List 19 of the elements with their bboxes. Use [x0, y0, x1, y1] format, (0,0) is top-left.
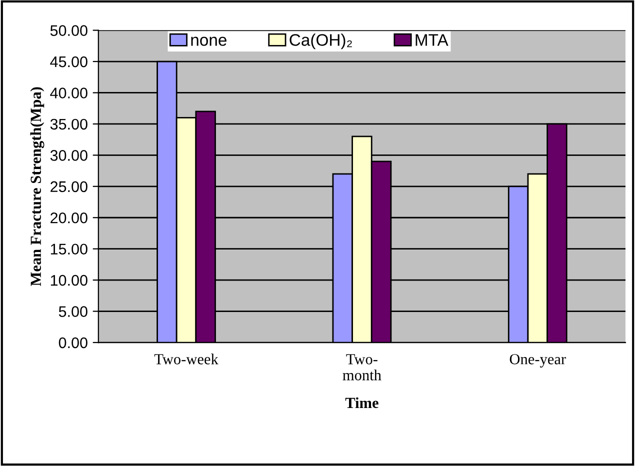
x-tick-label: One-year [510, 354, 566, 368]
y-tick-label: 25.00 [50, 181, 88, 192]
y-tick-label: 0.00 [58, 337, 88, 348]
y-tick-label: 30.00 [50, 150, 88, 161]
x-tick-label: Two- month [342, 354, 382, 380]
legend-label: none [191, 36, 226, 46]
y-tick-label: 45.00 [50, 56, 88, 68]
x-tick-label: Two-week [154, 354, 218, 364]
y-tick-label: 40.00 [50, 88, 88, 98]
y-tick-label: 15.00 [50, 244, 88, 255]
y-tick-label: 5.00 [58, 306, 88, 317]
y-tick-label: 10.00 [50, 274, 88, 286]
legend-label: MTA [416, 34, 448, 46]
y-tick-label: 50.00 [50, 25, 88, 36]
x-axis-title: Time [345, 397, 378, 408]
y-axis-title: Mean Fracture Strength(Mpa) [30, 87, 44, 286]
y-tick-label: 35.00 [50, 118, 88, 130]
legend-label: Ca(OH)₂ [290, 34, 352, 50]
y-tick-label: 20.00 [50, 212, 88, 224]
